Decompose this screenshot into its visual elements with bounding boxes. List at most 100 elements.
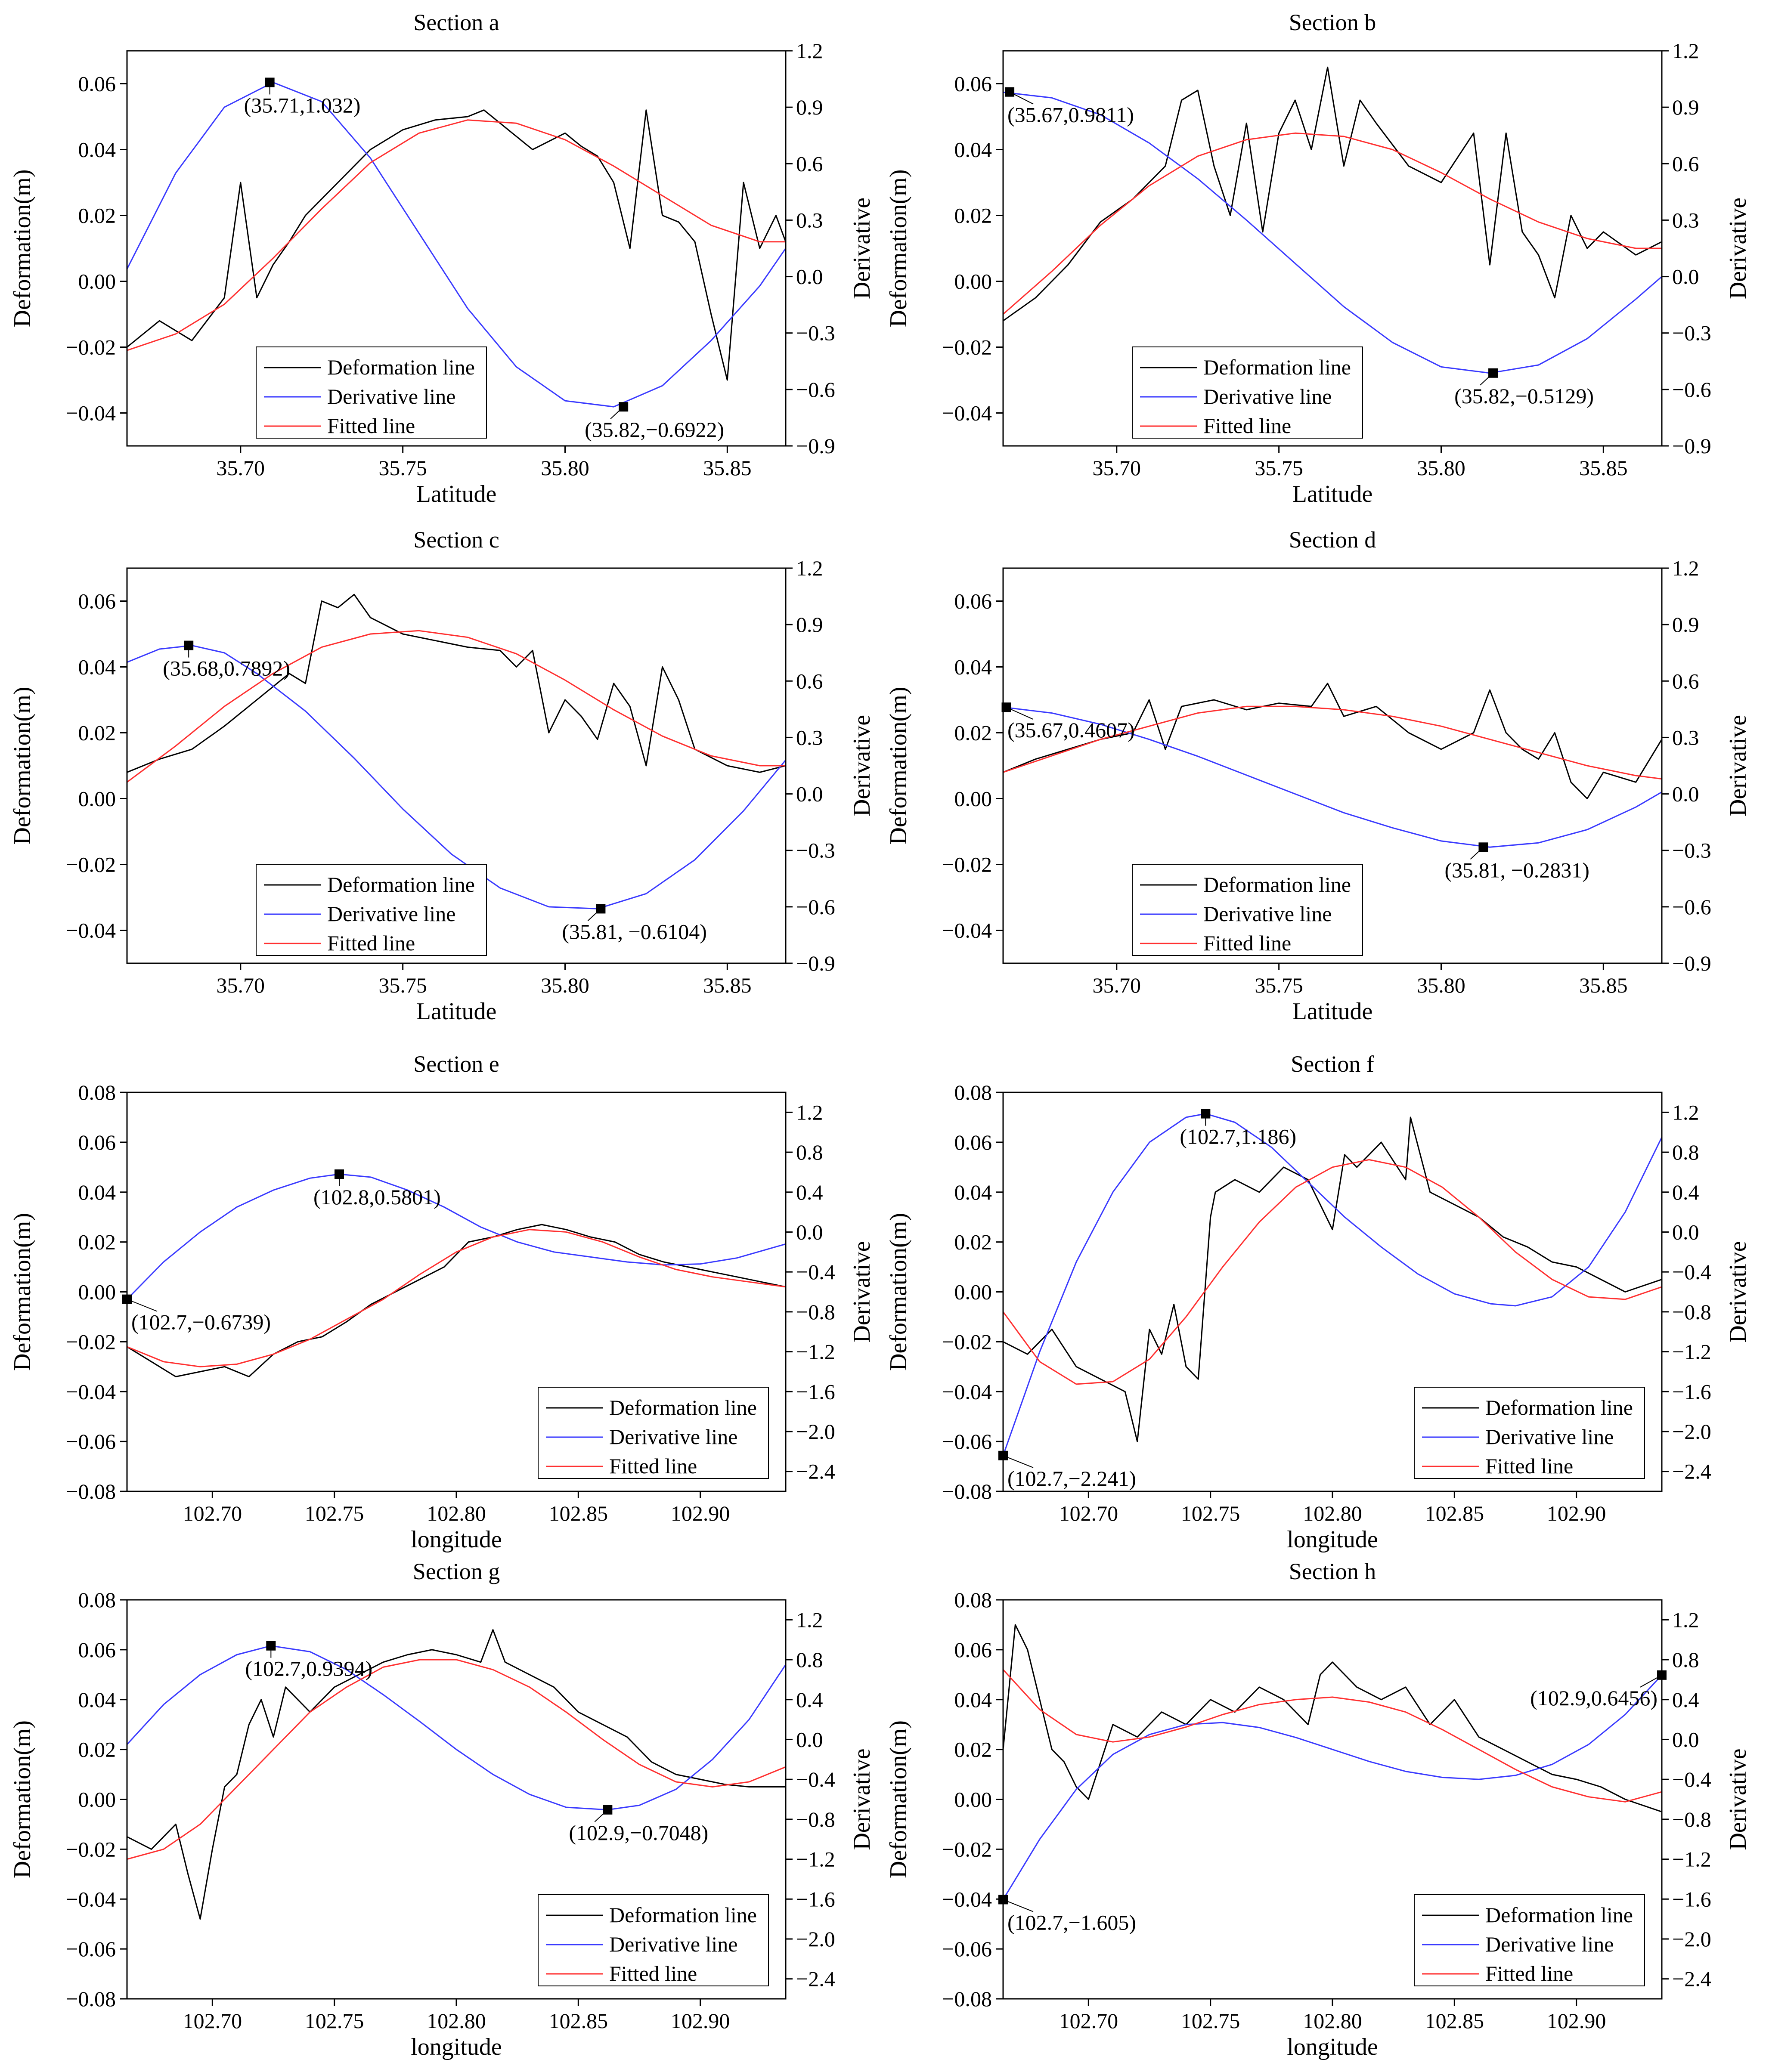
legend: Deformation line Derivative line Fitted li… (256, 346, 487, 439)
y2-axis-label: Derivative (849, 1241, 875, 1342)
series-derivative-line (127, 1645, 786, 1811)
x-tick-label: 102.85 (1425, 2009, 1484, 2033)
y-tick-label: 0.04 (78, 1180, 116, 1204)
y2-tick-label: −0.3 (1672, 321, 1711, 345)
chart-panel-4: Section d 35.70 35.75 35.80 35.85 −0.04 −0.02 0… (885, 527, 1751, 1025)
legend-entry: Fitted line (1203, 931, 1291, 955)
y-tick-label: −0.04 (942, 918, 992, 943)
annotation-label: (35.67,0.9811) (1007, 103, 1134, 127)
x-tick-label: 102.75 (1181, 2009, 1240, 2033)
y2-tick-label: −0.4 (1672, 1767, 1711, 1791)
series-derivative-line (1003, 91, 1662, 374)
chart-title: Section g (413, 1559, 500, 1584)
y-tick-label: 0.04 (78, 1688, 116, 1712)
y2-tick-label: −1.2 (1672, 1340, 1711, 1364)
chart-panel-7: Section g 102.70 102.75 102.80 102.85 102.90 −… (9, 1559, 875, 2060)
y2-tick-label: 0.0 (1672, 1220, 1699, 1244)
x-axis-label: longitude (411, 1526, 502, 1553)
y-tick-label: −0.02 (66, 1837, 116, 1861)
y-tick-label: 0.02 (78, 1738, 116, 1762)
x-tick-label: 102.90 (671, 2009, 730, 2033)
y2-tick-label: 0.0 (796, 782, 823, 806)
y-tick-label: −0.04 (942, 1887, 992, 1911)
x-axis-label: longitude (1287, 2034, 1378, 2060)
y2-tick-label: −0.3 (796, 321, 835, 345)
legend-box (1132, 346, 1363, 439)
y2-tick-label: 0.6 (1672, 152, 1699, 176)
y-tick-label: 0.02 (954, 1230, 992, 1254)
y-tick-label: 0.06 (954, 589, 992, 613)
legend-box (256, 864, 487, 956)
legend-entry: Fitted line (327, 414, 415, 438)
y2-tick-label: −0.9 (1672, 434, 1711, 458)
annotation-label: (102.8,0.5801) (313, 1185, 441, 1209)
y2-tick-label: 0.3 (796, 208, 823, 232)
y2-axis-label: Derivative (1725, 1241, 1751, 1342)
y2-axis-label: Derivative (849, 198, 875, 299)
y-tick-label: −0.08 (66, 1479, 116, 1503)
legend-entry: Fitted line (1485, 1961, 1573, 1985)
x-tick-label: 102.75 (305, 1501, 364, 1525)
legend-entry: Deformation line (1485, 1903, 1633, 1927)
x-tick-label: 102.85 (549, 1501, 608, 1525)
y2-tick-label: −0.4 (796, 1767, 835, 1791)
legend-entry: Deformation line (609, 1395, 757, 1419)
y2-tick-label: −1.6 (1672, 1887, 1711, 1911)
x-tick-label: 102.80 (1303, 2009, 1362, 2033)
axes-frame (126, 50, 787, 447)
y-tick-label: −0.04 (66, 1379, 116, 1404)
axes-frame (1002, 567, 1663, 964)
annotation-label: (102.7,−1.605) (1007, 1910, 1136, 1934)
y2-tick-label: −2.4 (796, 1460, 835, 1484)
y2-tick-label: −1.2 (796, 1847, 835, 1871)
y2-tick-label: −0.8 (1672, 1300, 1711, 1324)
y2-tick-label: 0.8 (796, 1140, 823, 1164)
y-tick-label: 0.00 (954, 1280, 992, 1304)
y2-tick-label: 1.2 (796, 1608, 823, 1632)
legend-entry: Deformation line (1485, 1395, 1633, 1419)
y-tick-label: 0.08 (78, 1588, 116, 1612)
legend: Deformation line Derivative line Fitted li… (1414, 1387, 1645, 1479)
x-tick-label: 35.70 (217, 973, 265, 997)
series-deformation-line (1003, 66, 1662, 322)
y2-tick-label: −0.6 (796, 377, 835, 402)
y2-tick-label: −0.9 (796, 951, 835, 975)
x-tick-label: 35.85 (703, 973, 752, 997)
y-tick-label: 0.04 (954, 1180, 992, 1204)
legend-entry: Derivative line (1485, 1932, 1614, 1956)
y2-tick-label: 0.4 (1672, 1688, 1699, 1712)
y-tick-label: 0.06 (78, 1130, 116, 1154)
y-tick-label: −0.02 (66, 853, 116, 877)
chart-panel-3: Section c 35.70 35.75 35.80 35.85 −0.04 −0.02 0… (9, 527, 875, 1025)
annotation-label: (35.67,0.4607) (1007, 718, 1135, 742)
y2-tick-label: 0.8 (1672, 1648, 1699, 1672)
y2-tick-label: −0.4 (1672, 1260, 1711, 1284)
series-deformation-line (127, 1224, 786, 1377)
chart-title: Section e (413, 1051, 499, 1077)
legend: Deformation line Derivative line Fitted li… (256, 864, 487, 956)
y-tick-label: 0.00 (954, 787, 992, 811)
x-axis-label: Latitude (1292, 481, 1373, 507)
y-tick-label: 0.02 (954, 721, 992, 745)
plot-area (127, 594, 786, 909)
y2-tick-label: 1.2 (1672, 1100, 1699, 1124)
legend-entry: Derivative line (609, 1425, 738, 1449)
y-tick-label: −0.02 (942, 853, 992, 877)
y2-tick-label: 0.0 (796, 1727, 823, 1751)
y2-tick-label: 1.2 (1672, 556, 1699, 580)
legend-box (256, 346, 487, 439)
y-tick-label: 0.04 (954, 655, 992, 679)
series-deformation-line (127, 1629, 786, 1920)
y2-tick-label: −0.4 (796, 1260, 835, 1284)
x-axis-label: Latitude (1292, 998, 1373, 1025)
x-tick-label: 35.85 (1579, 456, 1628, 480)
y2-tick-label: 0.3 (1672, 725, 1699, 749)
series-fitted-line (1003, 1669, 1662, 1803)
y2-tick-label: 0.8 (1672, 1140, 1699, 1164)
y2-tick-label: 0.3 (796, 725, 823, 749)
y-tick-label: 0.08 (78, 1080, 116, 1104)
y2-tick-label: 1.2 (1672, 39, 1699, 63)
annotation-leader (1470, 847, 1484, 860)
chart-panel-8: Section h 102.70 102.75 102.80 102.85 102.90 −… (885, 1559, 1751, 2060)
